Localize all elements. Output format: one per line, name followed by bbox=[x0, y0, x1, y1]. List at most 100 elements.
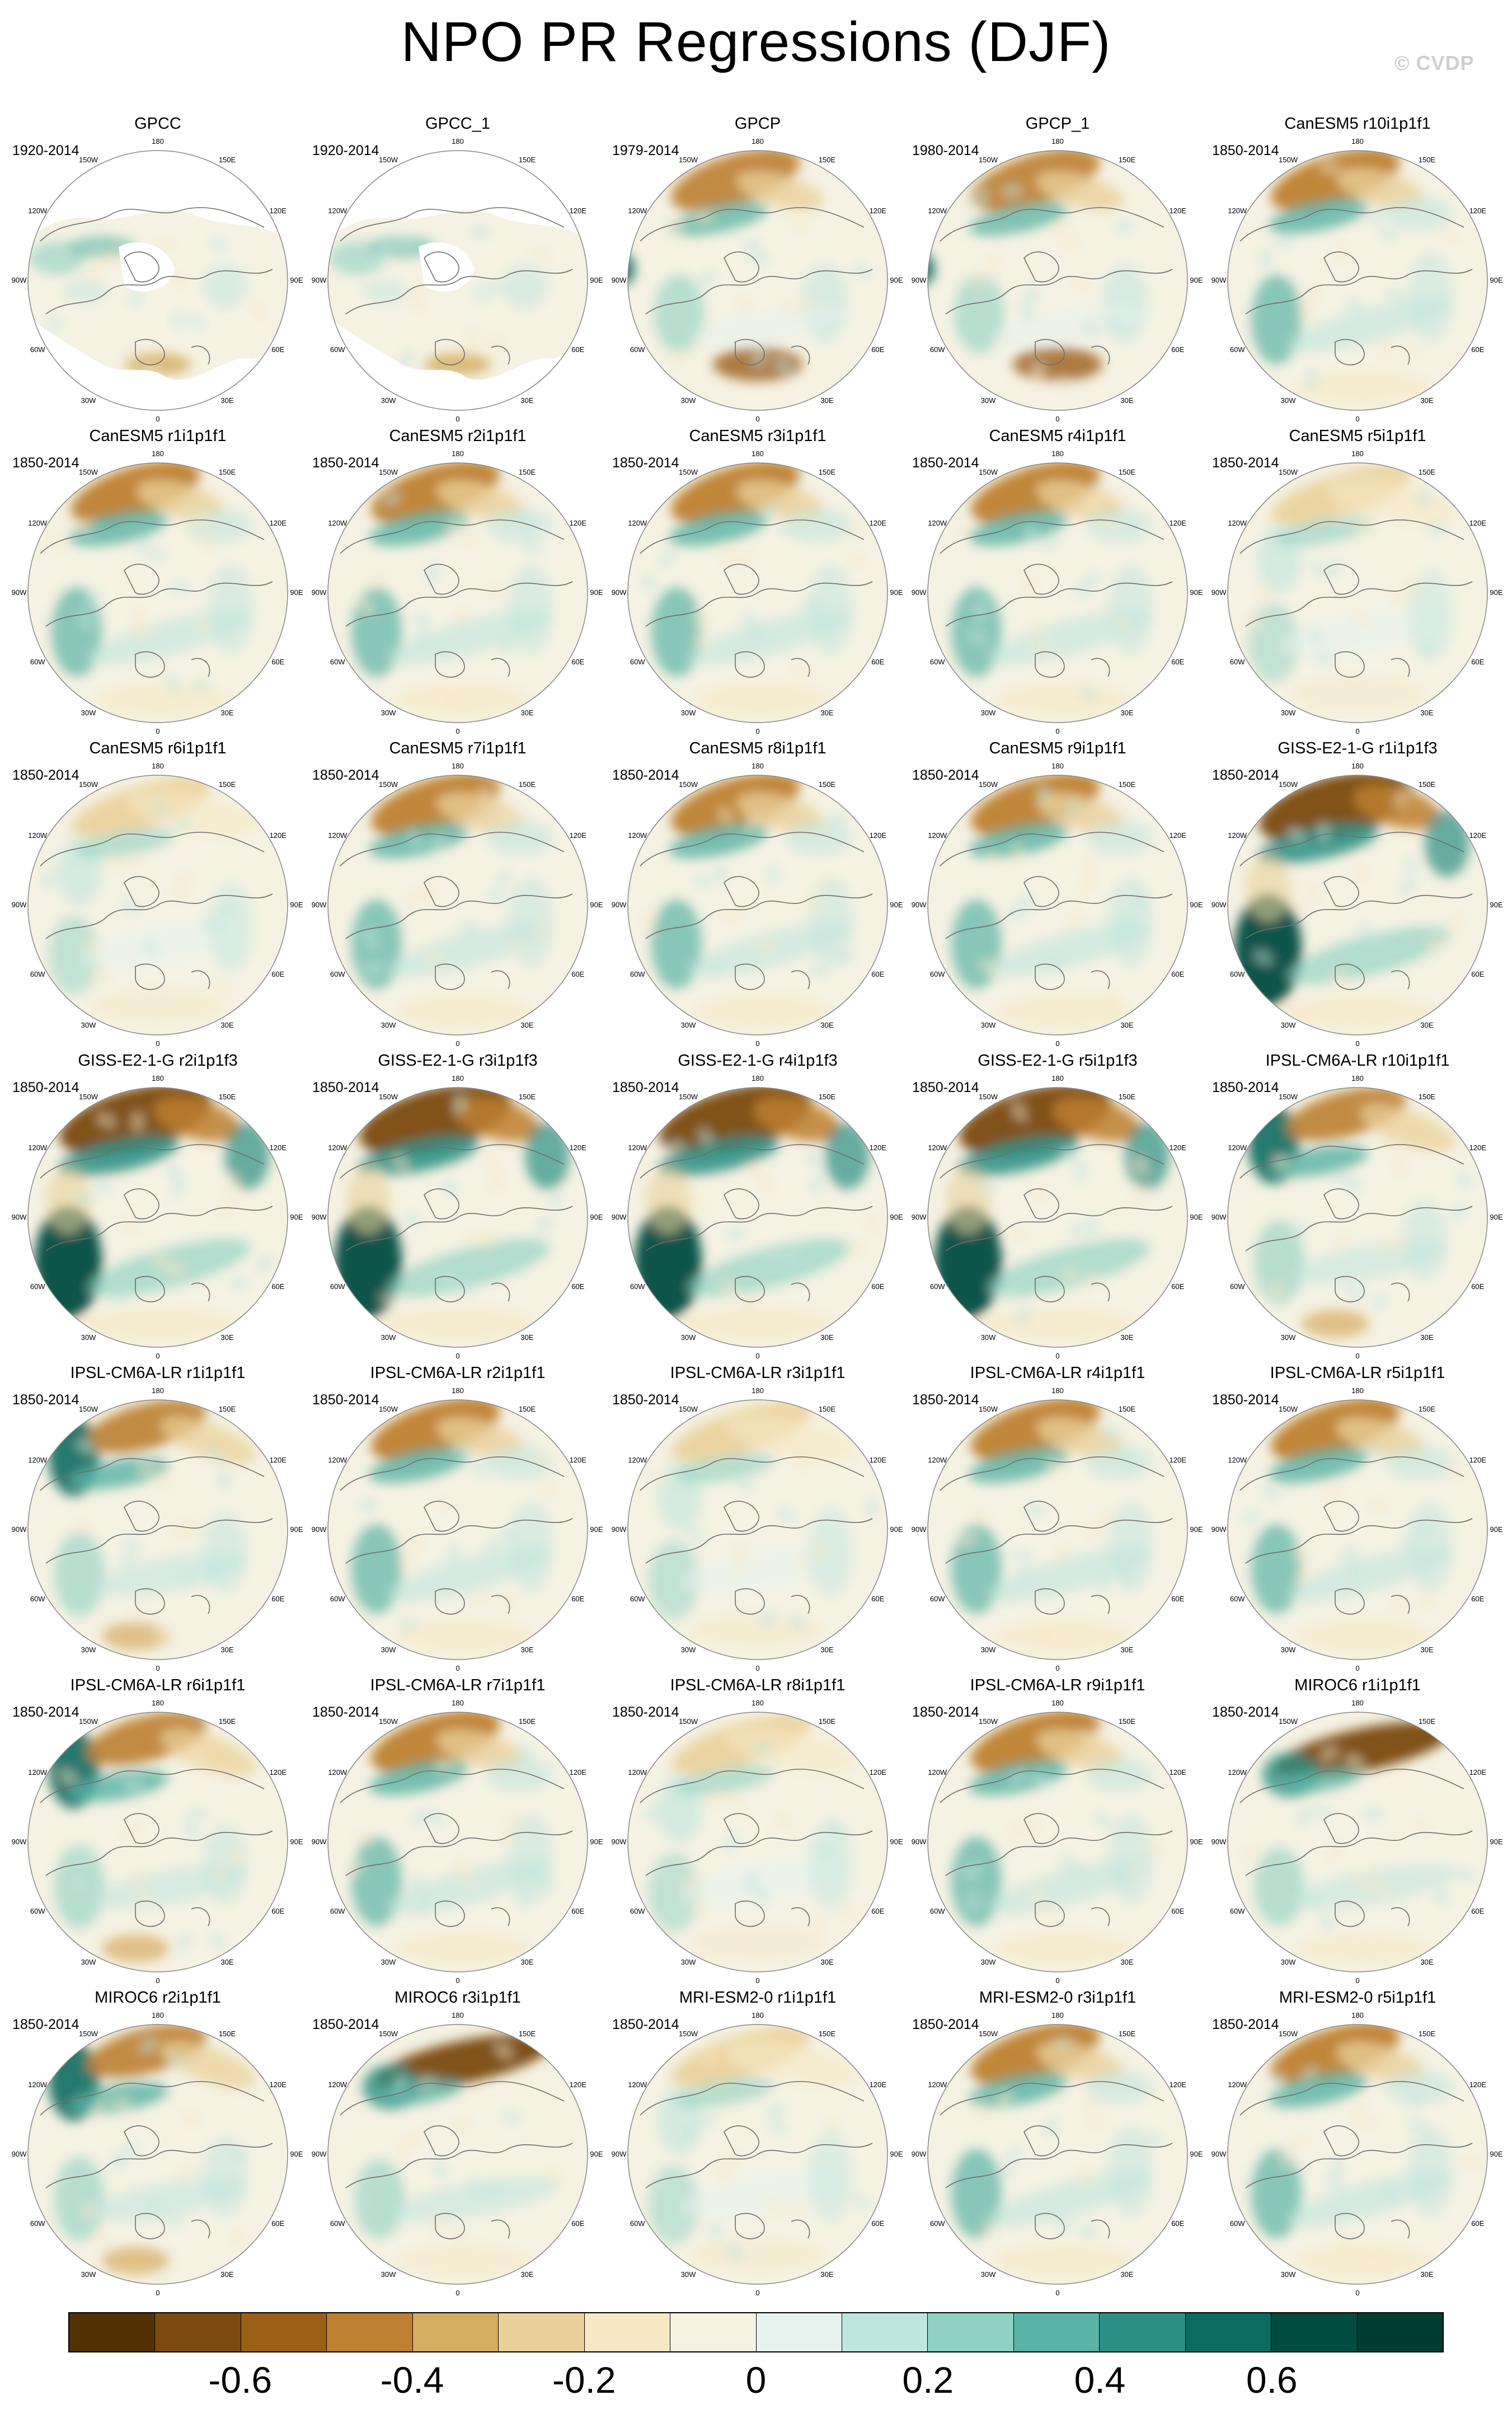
longitude-label: 30W bbox=[681, 1333, 696, 1342]
longitude-label: 30W bbox=[981, 709, 996, 717]
anomaly-shade bbox=[1386, 196, 1453, 230]
colorbar-swatch bbox=[1357, 2313, 1443, 2351]
anomaly-shade bbox=[680, 1857, 846, 1906]
anomaly-shade bbox=[203, 264, 247, 308]
longitude-label: 150E bbox=[519, 1717, 536, 1726]
anomaly-shade bbox=[404, 890, 423, 904]
polar-map: 180 150E 120E 90E 60E 30E 0 30W 60W 90W 120W 150W bbox=[912, 1699, 1203, 1985]
map-panel: CanESM5 r3i1p1f1 1850-2014 180 150E 120E 90E 6… bbox=[607, 427, 909, 738]
anomaly-shade bbox=[363, 929, 378, 948]
anomaly-shade bbox=[160, 2041, 256, 2088]
anomaly-shade bbox=[1363, 1808, 1383, 1820]
panel-title: CanESM5 r9i1p1f1 bbox=[989, 739, 1126, 757]
longitude-label: 60E bbox=[571, 658, 584, 666]
anomaly-shade bbox=[635, 1206, 702, 1318]
anomaly-shade bbox=[818, 1841, 832, 1860]
anomaly-shade bbox=[369, 510, 468, 546]
longitude-label: 30E bbox=[1120, 396, 1133, 405]
longitude-label: 60W bbox=[330, 658, 345, 666]
anomaly-shade bbox=[743, 238, 762, 253]
longitude-label: 150E bbox=[819, 1717, 836, 1726]
map-frame bbox=[627, 1399, 888, 1660]
anomaly-shade bbox=[407, 829, 422, 849]
longitude-label: 30W bbox=[381, 396, 396, 405]
longitude-label: 0 bbox=[456, 1664, 459, 1672]
anomaly-shade bbox=[1108, 2126, 1153, 2216]
anomaly-shade bbox=[87, 1239, 251, 1297]
anomaly-shade bbox=[790, 220, 811, 232]
longitude-label: 30W bbox=[981, 396, 996, 405]
anomaly-shade bbox=[225, 1122, 270, 1189]
polar-map: 180 150E 120E 90E 60E 30E 0 30W 60W 90W 120W 150W bbox=[912, 1386, 1203, 1672]
longitude-label: 180 bbox=[452, 1699, 464, 1707]
longitude-label: 180 bbox=[452, 762, 464, 770]
map-frame bbox=[27, 150, 288, 411]
coastline bbox=[1239, 1769, 1473, 1927]
anomaly-shade bbox=[209, 237, 228, 251]
longitude-label: 90E bbox=[290, 276, 303, 284]
anomaly-shade bbox=[81, 920, 246, 969]
anomaly-shade bbox=[166, 1162, 181, 1181]
anomaly-shade bbox=[1296, 370, 1430, 404]
anomaly-shade bbox=[795, 1553, 809, 1571]
anomaly-shade bbox=[951, 1524, 1002, 1614]
anomaly-shade bbox=[228, 1173, 240, 1194]
panel-years: 1850-2014 bbox=[912, 767, 979, 783]
longitude-label: 0 bbox=[156, 1352, 159, 1360]
longitude-label: 120E bbox=[870, 519, 887, 527]
polar-map: 180 150E 120E 90E 60E 30E 0 30W 60W 90W 120W 150W bbox=[12, 762, 303, 1048]
anomaly-shade bbox=[165, 673, 179, 692]
anomaly-shade bbox=[691, 284, 703, 304]
longitude-label: 180 bbox=[1351, 1699, 1364, 1707]
longitude-label: 150W bbox=[679, 468, 698, 476]
anomaly-shade bbox=[828, 812, 847, 827]
anomaly-shade bbox=[962, 1864, 981, 1879]
longitude-label: 0 bbox=[156, 415, 159, 423]
anomaly-shade bbox=[473, 1591, 492, 1605]
anomaly-shade bbox=[1101, 990, 1120, 1005]
anomaly-shade bbox=[1292, 2133, 1307, 2152]
anomaly-shade bbox=[1339, 2230, 1353, 2249]
anomaly-shade bbox=[1320, 1746, 1339, 1761]
anomaly-shade bbox=[133, 625, 151, 639]
anomaly-shade bbox=[1412, 1819, 1431, 1833]
anomaly-shade bbox=[1044, 2117, 1059, 2136]
longitude-label: 150E bbox=[219, 780, 236, 789]
panel-years: 1850-2014 bbox=[12, 1392, 79, 1408]
longitude-label: 180 bbox=[1051, 449, 1064, 458]
longitude-label: 60W bbox=[630, 658, 645, 666]
anomaly-shade bbox=[426, 953, 445, 967]
anomaly-shade bbox=[786, 509, 853, 542]
anomaly-shade bbox=[431, 832, 445, 851]
anomaly-shade bbox=[54, 2157, 105, 2241]
anomaly-shade bbox=[231, 2229, 246, 2247]
anomaly-shade bbox=[501, 1526, 515, 1545]
longitude-label: 60E bbox=[271, 1282, 284, 1291]
map-panel: GISS-E2-1-G r5i1p1f3 1850-2014 180 150E 120E… bbox=[907, 1052, 1209, 1363]
longitude-label: 150E bbox=[1119, 780, 1136, 789]
longitude-label: 30E bbox=[1420, 709, 1433, 717]
anomaly-shade bbox=[486, 891, 507, 902]
longitude-label: 120E bbox=[1469, 207, 1487, 215]
longitude-label: 90W bbox=[1212, 588, 1227, 597]
anomaly-shade bbox=[1073, 583, 1092, 598]
colorbar-swatch bbox=[756, 2313, 842, 2351]
anomaly-shade bbox=[1393, 789, 1408, 808]
panel-years: 1850-2014 bbox=[612, 1392, 679, 1408]
panel-years: 1850-2014 bbox=[612, 2017, 679, 2032]
colorbar-swatch bbox=[155, 2313, 241, 2351]
anomaly-shade bbox=[58, 1136, 179, 1176]
anomaly-shade bbox=[1271, 151, 1400, 212]
anomaly-shade bbox=[642, 911, 656, 930]
longitude-label: 120W bbox=[328, 519, 348, 527]
longitude-label: 60W bbox=[1230, 970, 1245, 978]
anomaly-shade bbox=[186, 1809, 207, 1821]
anomaly-shade bbox=[53, 534, 64, 555]
anomaly-shade bbox=[971, 2024, 1100, 2085]
longitude-label: 120W bbox=[1228, 207, 1247, 215]
panel-title: IPSL-CM6A-LR r8i1p1f1 bbox=[670, 1676, 846, 1694]
longitude-label: 180 bbox=[152, 2011, 164, 2019]
anomaly-shade bbox=[231, 2145, 250, 2160]
anomaly-shade bbox=[530, 925, 549, 939]
